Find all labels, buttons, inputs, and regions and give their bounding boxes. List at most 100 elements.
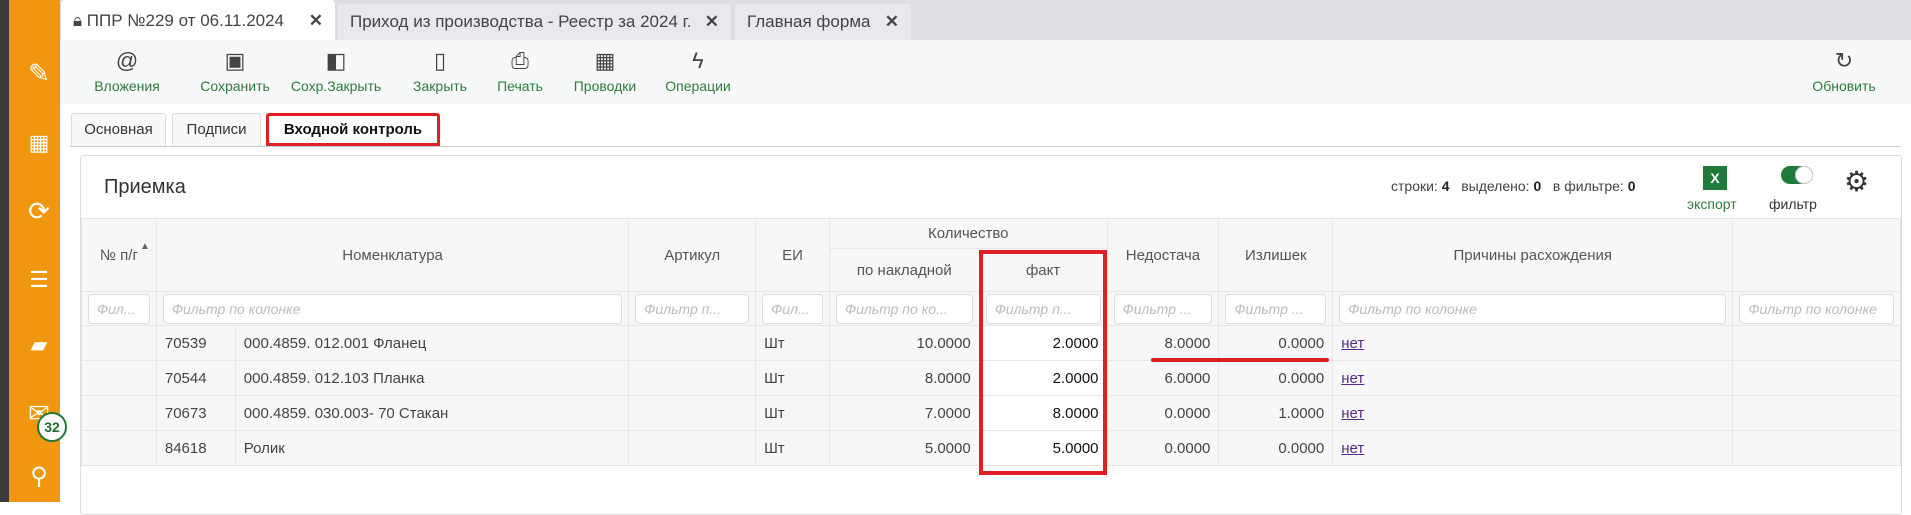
refresh-button[interactable]: ↻ Обновить — [1812, 48, 1875, 94]
tab-ppr[interactable]: 🔒︎ ППР №229 от 06.11.2024 ✕ — [61, 0, 335, 40]
table-row[interactable]: 70673 000.4859. 030.003- 70 Стакан Шт 7.000… — [81, 395, 1901, 431]
tab-main-form[interactable]: Главная форма ✕ — [735, 4, 911, 40]
code-cell: 84618 — [155, 430, 236, 466]
attachments-button[interactable]: @ Вложения — [94, 48, 160, 94]
download-list-icon[interactable]: ☰ — [29, 267, 49, 292]
table-row[interactable]: 84618 Ролик Шт 5.0000 5.0000 0.0000 0.0000 нет — [81, 430, 1901, 466]
subtab-incoming-control[interactable]: Входной контроль — [266, 113, 440, 146]
sort-asc-icon[interactable]: ▲ — [139, 241, 150, 252]
export-button[interactable]: экспорт — [1687, 196, 1737, 212]
close-button[interactable]: ▯ Закрыть — [413, 48, 467, 94]
filter-fact[interactable] — [985, 293, 1101, 324]
filter-extra[interactable] — [1739, 293, 1894, 324]
button-label: Сохр.Закрыть — [290, 78, 382, 94]
receiving-panel: Приемка строки: 4 выделено: 0 в фильтре:… — [80, 155, 1902, 515]
receiving-table: ▲ № п/г Номенклатура Артикул ЕИ Количеств… — [81, 218, 1901, 466]
close-icon[interactable]: ✕ — [308, 11, 323, 30]
excel-icon[interactable]: X — [1703, 166, 1727, 190]
pencil-icon[interactable]: ✎ — [28, 58, 50, 88]
col-reasons[interactable]: Причины расхождения — [1332, 218, 1734, 292]
table-row[interactable]: 70544 000.4859. 012.103 Планка Шт 8.0000 2.0… — [81, 360, 1901, 396]
shortage-cell: 0.0000 — [1106, 430, 1220, 466]
reason-link[interactable]: нет — [1341, 369, 1365, 387]
tab-label: ППР №229 от 06.11.2024 — [86, 11, 285, 30]
extra-cell — [1732, 395, 1901, 431]
fact-cell[interactable]: 8.0000 — [978, 395, 1108, 431]
num-cell — [81, 360, 157, 396]
print-button[interactable]: ⎙ Печать — [497, 48, 543, 94]
filter-num[interactable] — [88, 293, 150, 324]
fact-cell[interactable]: 5.0000 — [978, 430, 1108, 466]
selected-count: 0 — [1533, 178, 1542, 194]
button-label: Обновить — [1812, 78, 1876, 94]
close-icon[interactable]: ✕ — [884, 12, 899, 31]
col-fact[interactable]: факт — [978, 248, 1108, 292]
fact-cell[interactable]: 2.0000 — [978, 325, 1108, 361]
unit-cell: Шт — [755, 325, 830, 361]
surplus-cell: 0.0000 — [1218, 360, 1334, 396]
filter-article[interactable] — [635, 293, 750, 324]
code-cell: 70673 — [155, 395, 236, 431]
qr-code-icon[interactable]: ▦ — [28, 130, 50, 155]
door-save-icon: ◧ — [325, 48, 347, 73]
name-cell: 000.4859. 030.003- 70 Стакан — [234, 395, 630, 431]
fact-cell[interactable]: 2.0000 — [978, 360, 1108, 396]
divider — [70, 146, 1901, 147]
postings-button[interactable]: ▦ Проводки — [574, 48, 637, 94]
filter-nomenclature[interactable] — [162, 293, 623, 324]
num-cell — [81, 395, 157, 431]
col-article[interactable]: Артикул — [628, 218, 757, 292]
name-cell: 000.4859. 012.103 Планка — [234, 360, 630, 396]
reason-link[interactable]: нет — [1341, 334, 1365, 352]
reason-cell: нет — [1332, 430, 1734, 466]
by-invoice-cell: 10.0000 — [828, 325, 980, 361]
by-invoice-cell: 8.0000 — [828, 360, 980, 396]
filter-toggle[interactable] — [1781, 166, 1813, 184]
printer-icon: ⎙ — [511, 48, 529, 73]
table-row[interactable]: 70539 000.4859. 012.001 Фланец Шт 10.0000 2.… — [81, 325, 1901, 361]
num-cell — [81, 430, 157, 466]
save-close-button[interactable]: ◧ Сохр.Закрыть — [291, 48, 381, 94]
shortage-cell: 6.0000 — [1106, 360, 1220, 396]
filter-label: фильтр — [1769, 196, 1817, 212]
col-num[interactable]: ▲ № п/г — [81, 218, 157, 292]
selected-label: выделено: — [1461, 178, 1530, 194]
shortage-cell: 0.0000 — [1106, 395, 1220, 431]
close-icon[interactable]: ✕ — [704, 12, 719, 31]
unit-cell: Шт — [755, 360, 830, 396]
article-cell — [628, 325, 757, 361]
filter-shortage[interactable] — [1113, 293, 1213, 324]
folder-icon[interactable]: ▰ — [30, 332, 48, 357]
tab-bar: 🔒︎ ППР №229 от 06.11.2024 ✕ Приход из про… — [60, 0, 1911, 40]
col-by-invoice[interactable]: по накладной — [828, 248, 980, 292]
button-label: Вложения — [94, 78, 160, 94]
reason-link[interactable]: нет — [1341, 439, 1365, 457]
article-cell — [628, 360, 757, 396]
col-extra[interactable] — [1732, 218, 1901, 292]
filter-reasons[interactable] — [1339, 293, 1727, 324]
filter-by-invoice[interactable] — [835, 293, 973, 324]
save-button[interactable]: ▣ Сохранить — [200, 48, 270, 94]
gear-icon[interactable]: ⚙ — [1844, 166, 1870, 197]
sync-icon[interactable]: ⟳ — [28, 196, 50, 226]
filter-unit[interactable] — [762, 293, 823, 324]
operations-button[interactable]: ϟ Операции — [665, 48, 731, 94]
unit-cell: Шт — [755, 395, 830, 431]
subtab-main[interactable]: Основная — [71, 113, 166, 146]
mail-badge: 32 — [37, 412, 67, 442]
button-label: Проводки — [573, 78, 637, 94]
col-shortage[interactable]: Недостача — [1106, 218, 1220, 292]
col-unit[interactable]: ЕИ — [755, 218, 830, 292]
subtab-signatures[interactable]: Подписи — [172, 113, 261, 146]
button-label: Печать — [497, 78, 543, 94]
tab-label: Приход из производства - Реестр за 2024 … — [350, 12, 692, 31]
filtered-label: в фильтре: — [1552, 178, 1624, 194]
extra-cell — [1732, 325, 1901, 361]
filter-surplus[interactable] — [1225, 293, 1327, 324]
tab-registry[interactable]: Приход из производства - Реестр за 2024 … — [338, 4, 731, 40]
reason-link[interactable]: нет — [1341, 404, 1365, 422]
col-nomenclature[interactable]: Номенклатура — [155, 218, 630, 292]
button-label: Операции — [665, 78, 731, 94]
col-surplus[interactable]: Излишек — [1218, 218, 1334, 292]
search-icon[interactable]: ⚲ — [30, 463, 48, 490]
